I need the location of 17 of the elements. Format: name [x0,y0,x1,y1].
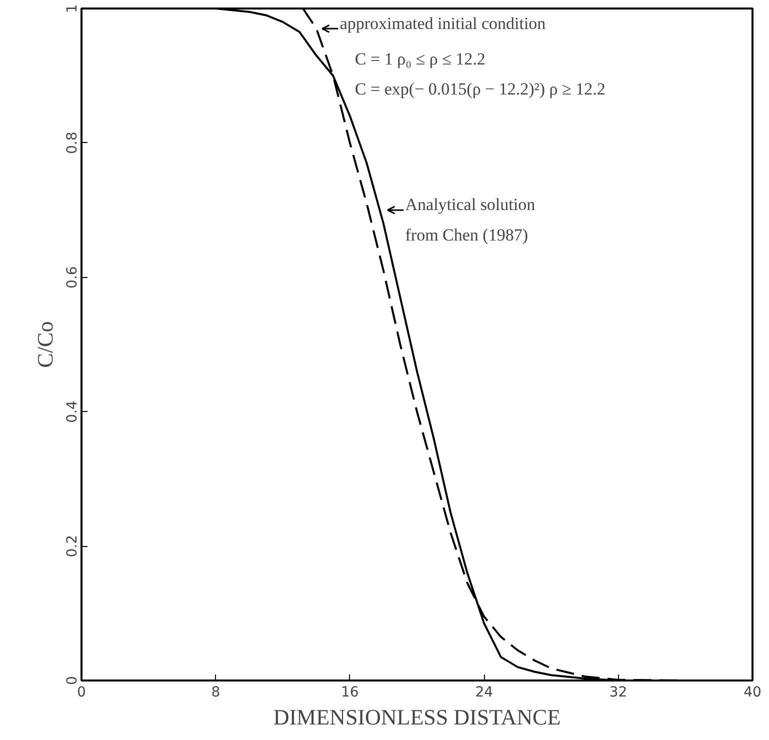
x-tick-label: 24 [475,684,494,700]
y-axis-title: C/Co [32,321,58,368]
annotation: approximated initial condition [340,14,546,33]
y-tick-label: 1 [64,4,80,13]
x-tick-label: 16 [340,684,359,700]
y-tick-label: 0.6 [64,266,80,288]
y-tick-label: 0.2 [64,534,80,558]
y-tick-label: 0 [64,676,80,685]
x-axis-title: DIMENSIONLESS DISTANCE [273,704,561,730]
annotation: C = exp(− 0.015(ρ − 12.2)²) ρ ≥ 12.2 [354,80,606,99]
x-tick-label: 8 [211,684,220,700]
y-tick-label: 0.4 [64,400,80,423]
x-tick-label: 40 [744,684,762,700]
annotation: Analytical solution from Chen (1987) [405,195,536,244]
y-tick-label: 0.8 [64,132,80,154]
annotation: C = 1 ρ₀ ≤ ρ ≤ 12.2 [354,49,486,68]
x-tick-label: 32 [609,684,628,700]
